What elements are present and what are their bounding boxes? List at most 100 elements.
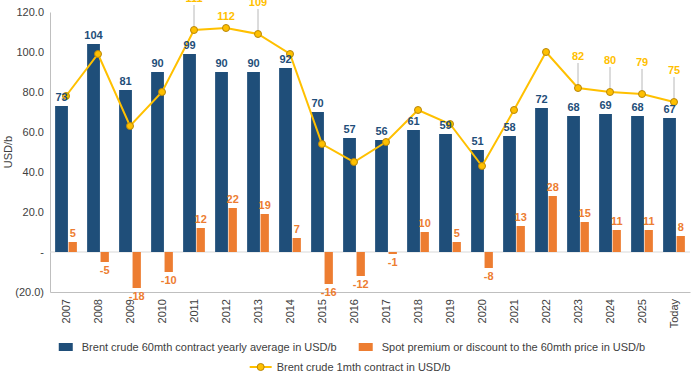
- bar: [631, 116, 644, 252]
- bar-label: 11: [643, 215, 655, 227]
- y-tick: 20.0: [23, 206, 50, 218]
- x-tick: 2017: [380, 292, 392, 323]
- x-tick: 2023: [572, 292, 584, 323]
- y-tick-label: -: [40, 246, 44, 258]
- bar-label: 59: [439, 119, 451, 131]
- bar-label: 68: [631, 101, 643, 113]
- bar-label: 69: [599, 99, 611, 111]
- bar: [375, 140, 388, 252]
- x-tick: 2025: [636, 292, 648, 323]
- legend-label: Spot premium or discount to the 60mth pr…: [382, 341, 646, 353]
- bar: [535, 108, 548, 252]
- bar: [581, 222, 589, 252]
- plot-marks: [55, 25, 685, 289]
- bar-label: 61: [407, 115, 419, 127]
- line-marker: [479, 163, 486, 170]
- bar-label: -1: [388, 256, 398, 268]
- line-label: 75: [668, 64, 680, 76]
- x-tick-label: 2024: [604, 299, 616, 323]
- legend-label: Brent crude 1mth contract in USD/b: [277, 361, 451, 373]
- bar-label: 68: [567, 101, 579, 113]
- x-tick-label: 2013: [252, 299, 264, 323]
- bar: [549, 196, 557, 252]
- bar: [325, 252, 333, 284]
- x-tick-label: 2019: [444, 299, 456, 323]
- x-tick-label: 2010: [156, 299, 168, 323]
- bar-label: -16: [321, 286, 337, 298]
- legend-item: Spot premium or discount to the 60mth pr…: [359, 341, 646, 353]
- x-tick: 2024: [604, 292, 616, 323]
- bar-label: 70: [311, 97, 323, 109]
- y-tick: -: [40, 246, 50, 258]
- bar: [645, 230, 653, 252]
- line-marker: [383, 139, 390, 146]
- bar: [407, 130, 420, 252]
- x-tick: 2012: [220, 292, 232, 323]
- x-tick-label: 2016: [348, 299, 360, 323]
- line-marker: [543, 49, 550, 56]
- bar: [677, 236, 685, 252]
- bar-label: 15: [579, 207, 591, 219]
- bar: [663, 118, 676, 252]
- bar: [215, 72, 228, 252]
- bar-series: [55, 44, 676, 252]
- line-marker: [95, 51, 102, 58]
- x-tick-label: 2022: [540, 299, 552, 323]
- bar: [599, 114, 612, 252]
- line: [66, 28, 674, 166]
- y-axis-title: USD/b: [2, 136, 14, 168]
- y-tick: (20.0): [15, 286, 50, 298]
- bar-label: 51: [471, 135, 483, 147]
- x-tick-label: 2011: [188, 299, 200, 323]
- bar: [165, 252, 173, 272]
- line-label: 112: [217, 10, 235, 22]
- legend: Brent crude 60mth contract yearly averag…: [59, 341, 645, 373]
- bar-label: 72: [535, 93, 547, 105]
- x-axis: 2007200820092010201120122013201420152016…: [51, 292, 691, 328]
- x-tick-label: 2008: [92, 299, 104, 323]
- x-tick-label: 2021: [508, 299, 520, 323]
- legend-label: Brent crude 60mth contract yearly averag…: [82, 341, 337, 353]
- x-tick: 2007: [60, 292, 72, 323]
- bar: [503, 136, 516, 252]
- bar: [613, 230, 621, 252]
- y-axis-line: [50, 13, 51, 293]
- line-label: 82: [572, 50, 584, 62]
- line-marker: [511, 107, 518, 114]
- bar: [389, 252, 397, 254]
- bar: [151, 72, 164, 252]
- x-tick-label: Today: [668, 299, 680, 329]
- x-tick: 2018: [412, 292, 424, 323]
- bar: [439, 134, 452, 252]
- bar-label: 19: [259, 199, 271, 211]
- y-tick-label: 80.0: [23, 86, 44, 98]
- bar-label: 92: [279, 53, 291, 65]
- line-label: 79: [636, 56, 648, 68]
- bar: [567, 116, 580, 252]
- line-marker: [319, 141, 326, 148]
- bar: [133, 252, 141, 288]
- x-tick: 2021: [508, 292, 520, 323]
- x-tick-label: 2017: [380, 299, 392, 323]
- bar: [293, 238, 301, 252]
- y-tick: 60.0: [23, 126, 50, 138]
- line-label: 80: [604, 54, 616, 66]
- line-marker: [639, 91, 646, 98]
- bar: [517, 226, 525, 252]
- x-axis-line: [51, 292, 691, 293]
- line-marker: [351, 159, 358, 166]
- line-marker: [415, 107, 422, 114]
- bar: [261, 214, 269, 252]
- bar: [453, 242, 461, 252]
- label-leader: [578, 63, 579, 84]
- bar-label: 12: [195, 213, 207, 225]
- bar-label: -8: [484, 270, 494, 282]
- bar: [229, 208, 237, 252]
- bar-label: 99: [183, 39, 195, 51]
- y-tick: 40.0: [23, 166, 50, 178]
- label-leader: [642, 69, 643, 90]
- x-tick: 2019: [444, 292, 456, 323]
- label-leader: [194, 5, 195, 26]
- line-marker: [575, 85, 582, 92]
- line-marker: [159, 89, 166, 96]
